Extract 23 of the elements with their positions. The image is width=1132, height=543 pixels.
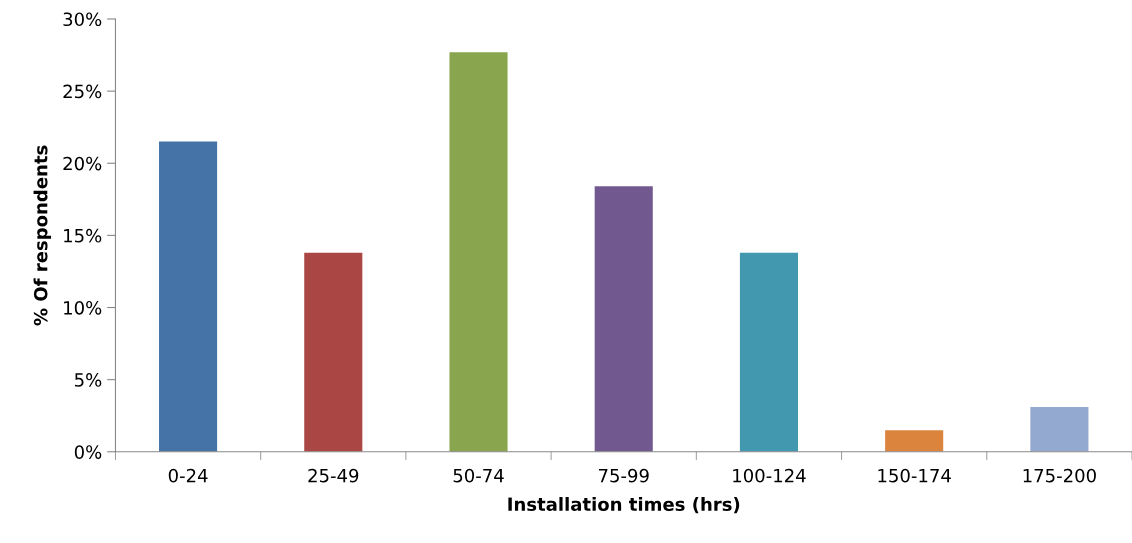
x-tick-label: 0-24 (168, 468, 208, 483)
bar (304, 252, 363, 452)
y-tick-label: 5% (75, 373, 102, 387)
x-tick-label: 150-174 (878, 468, 951, 483)
x-axis-title: Installation times (hrs) (508, 497, 740, 514)
x-tick-label: 50-74 (453, 468, 504, 483)
y-axis-title: % Of respondents (33, 145, 52, 326)
y-tick-label: 30% (63, 12, 102, 27)
y-tick-label: 15% (64, 228, 102, 243)
bar (159, 141, 218, 452)
bar (885, 430, 944, 452)
x-tick-label: 175-200 (1023, 468, 1096, 483)
y-tick-label: 25% (63, 84, 102, 99)
x-tick-label: 25-49 (308, 468, 359, 483)
bar (1030, 407, 1089, 452)
y-tick-label: 0% (74, 445, 102, 459)
bar (449, 52, 508, 452)
y-tick-label: 10% (64, 300, 102, 315)
bar (739, 252, 798, 452)
y-tick-label: 20% (63, 156, 102, 171)
x-tick-label: 100-124 (733, 468, 806, 483)
x-tick-label: 75-99 (598, 468, 649, 483)
bar (594, 186, 653, 452)
